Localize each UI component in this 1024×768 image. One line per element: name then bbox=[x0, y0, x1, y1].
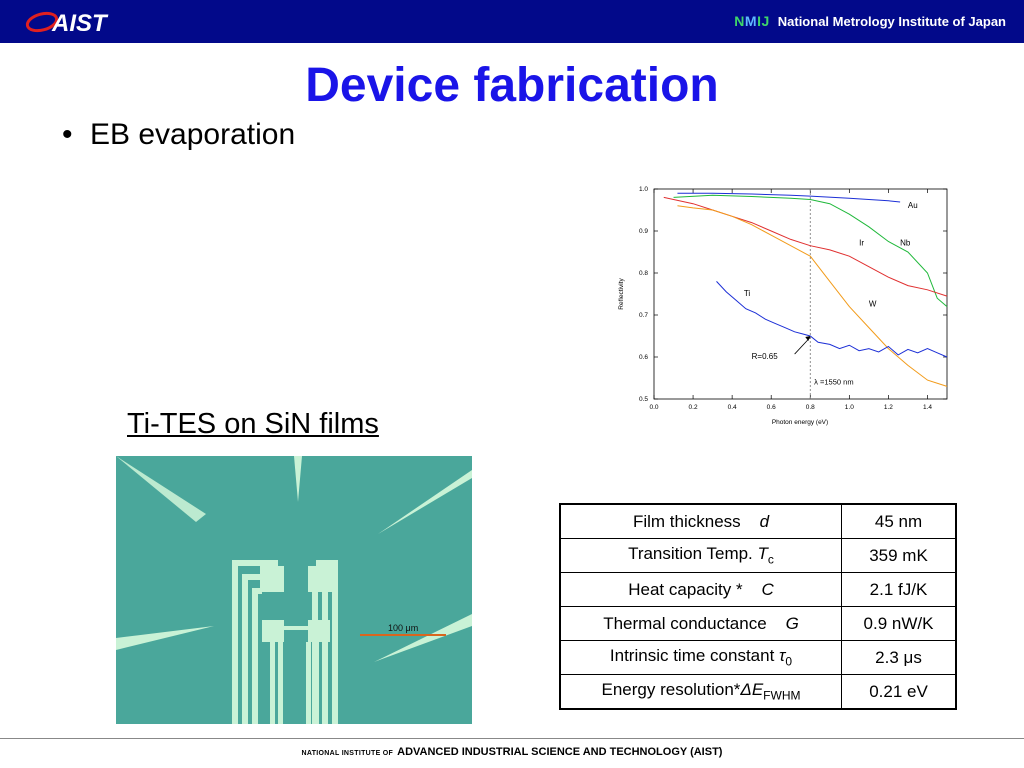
arrow-head-icon bbox=[805, 336, 811, 341]
param-label: Heat capacity * C bbox=[559, 572, 842, 607]
param-value: 45 nm bbox=[841, 503, 957, 539]
param-label-text: Heat capacity * bbox=[628, 579, 743, 599]
param-symbol: G bbox=[785, 613, 799, 633]
tes-micrograph: 100 μm bbox=[116, 456, 472, 724]
labels-layer: Au Nb Ir W Ti R=0.65 λ =1550 nm bbox=[744, 201, 918, 386]
param-symbol: τ bbox=[779, 646, 786, 666]
ticks-layer: 0.0 0.2 0.4 0.6 0.8 1.0 1.2 1.4 0.5 0.6 0.7 0.8 0.9 1… bbox=[639, 186, 947, 411]
chart-svg: 0.0 0.2 0.4 0.6 0.8 1.0 1.2 1.4 0.5 0.6 0.7 0.8 0.9 1… bbox=[618, 186, 948, 426]
param-label-text: Film thickness bbox=[632, 511, 741, 531]
scale-label: 100 μm bbox=[388, 623, 418, 633]
series-label-ir: Ir bbox=[859, 239, 864, 248]
param-label-text: Intrinsic time constant bbox=[609, 646, 775, 666]
aist-logo-text: AIST bbox=[51, 10, 109, 37]
param-label-text: Thermal conductance bbox=[603, 613, 767, 633]
param-value: 359 mK bbox=[841, 538, 957, 573]
param-value: 2.3 μs bbox=[841, 640, 957, 675]
footer-divider bbox=[0, 738, 1024, 739]
table-row: Transition Temp. Tc 359 mK bbox=[559, 538, 957, 573]
x-tick-label: 1.2 bbox=[884, 404, 893, 411]
series-line-au bbox=[677, 192, 901, 203]
y-tick-label: 0.8 bbox=[639, 270, 648, 277]
reflectivity-chart: 0.0 0.2 0.4 0.6 0.8 1.0 1.2 1.4 0.5 0.6 0.7 0.8 0.9 1… bbox=[612, 180, 957, 437]
table-row: Thermal conductance G 0.9 nW/K bbox=[559, 606, 957, 641]
y-tick-label: 0.7 bbox=[639, 312, 648, 319]
series-label-w: W bbox=[869, 300, 877, 309]
table-row: Intrinsic time constant τ0 2.3 μs bbox=[559, 640, 957, 675]
aist-logo: AIST bbox=[22, 6, 132, 38]
table-row: Film thickness d 45 nm bbox=[559, 503, 957, 539]
param-value: 0.21 eV bbox=[841, 674, 957, 710]
bullet-dot-icon: • bbox=[62, 118, 73, 151]
parameter-table: Film thickness d 45 nm Transition Temp. Tc… bbox=[559, 503, 957, 710]
table-row: Energy resolution*ΔEFWHM 0.21 eV bbox=[559, 674, 957, 710]
series-label-nb: Nb bbox=[900, 239, 911, 248]
footer: NATIONAL INSTITUTE OF ADVANCED INDUSTRIAL… bbox=[0, 746, 1024, 758]
series-line-w bbox=[677, 205, 948, 387]
table-row: Heat capacity * C 2.1 fJ/K bbox=[559, 572, 957, 607]
param-value: 0.9 nW/K bbox=[841, 606, 957, 641]
bullet-text: EB evaporation bbox=[90, 118, 296, 151]
param-symbol: C bbox=[761, 579, 774, 599]
x-tick-label: 1.4 bbox=[923, 404, 932, 411]
x-tick-label: 0.4 bbox=[728, 404, 737, 411]
y-tick-label: 0.9 bbox=[639, 228, 648, 235]
r-annotation: R=0.65 bbox=[752, 352, 779, 361]
x-tick-label: 0.8 bbox=[806, 404, 815, 411]
param-label: Film thickness d bbox=[559, 503, 842, 539]
param-subscript: 0 bbox=[785, 654, 793, 669]
param-value: 2.1 fJ/K bbox=[841, 572, 957, 607]
x-axis-label: Photon energy (eV) bbox=[772, 419, 828, 426]
bullet-item: • EB evaporation bbox=[62, 118, 295, 152]
param-symbol: T bbox=[757, 544, 768, 564]
y-tick-label: 1.0 bbox=[639, 186, 648, 193]
series-label-ti: Ti bbox=[744, 289, 751, 298]
series-layer bbox=[663, 192, 948, 387]
param-label: Energy resolution*ΔEFWHM bbox=[559, 674, 842, 710]
footer-main: ADVANCED INDUSTRIAL SCIENCE AND TECHNOLO… bbox=[397, 746, 723, 758]
x-tick-label: 0.2 bbox=[689, 404, 698, 411]
nmij-name: National Metrology Institute of Japan bbox=[777, 13, 1006, 29]
param-label-text: Energy resolution* bbox=[601, 680, 741, 700]
page-title: Device fabrication bbox=[305, 59, 719, 112]
param-subscript: FWHM bbox=[763, 688, 801, 703]
lambda-annotation: λ =1550 nm bbox=[814, 377, 853, 386]
header-bar: AIST NMIJ National Metrology Institute o… bbox=[0, 0, 1024, 43]
param-symbol: d bbox=[759, 511, 770, 531]
y-tick-label: 0.5 bbox=[639, 396, 648, 403]
x-tick-label: 1.0 bbox=[845, 404, 854, 411]
series-line-nb bbox=[673, 194, 948, 307]
param-symbol: ΔE bbox=[740, 680, 764, 700]
param-label: Thermal conductance G bbox=[559, 606, 842, 641]
plot-frame bbox=[653, 188, 948, 400]
nmij-logo: NMIJ bbox=[734, 13, 770, 29]
param-label: Intrinsic time constant τ0 bbox=[559, 640, 842, 675]
param-label-text: Transition Temp. bbox=[628, 544, 753, 564]
y-axis-label: Reflectivity bbox=[618, 278, 625, 310]
param-label: Transition Temp. Tc bbox=[559, 538, 842, 573]
series-line-ti bbox=[716, 281, 948, 358]
nmij-header: NMIJ National Metrology Institute of Jap… bbox=[734, 13, 1006, 29]
subheading: Ti-TES on SiN films bbox=[127, 408, 379, 440]
footer-small: NATIONAL INSTITUTE OF bbox=[301, 750, 394, 757]
x-tick-label: 0.6 bbox=[767, 404, 776, 411]
x-tick-label: 0.0 bbox=[649, 404, 658, 411]
param-subscript: c bbox=[767, 552, 774, 567]
y-tick-label: 0.6 bbox=[639, 354, 648, 361]
series-label-au: Au bbox=[908, 201, 918, 210]
